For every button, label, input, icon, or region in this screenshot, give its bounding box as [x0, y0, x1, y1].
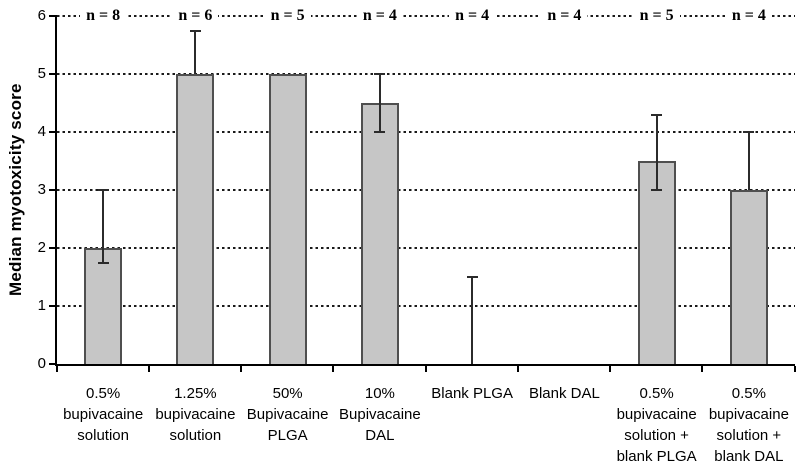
n-label-7: n = 5	[633, 6, 680, 26]
y-tick-2	[49, 247, 56, 249]
n-label-1: n = 8	[80, 6, 127, 26]
error-cap-low-7	[651, 189, 663, 191]
n-label-6: n = 4	[541, 6, 588, 26]
gridline-y5	[57, 73, 795, 75]
x-tick-1	[147, 366, 150, 372]
category-label-7: 0.5% bupivacaine solution + blank PLGA	[616, 385, 697, 465]
y-axis-line	[55, 15, 57, 366]
n-label-5: n = 4	[449, 6, 496, 26]
bar-8	[729, 190, 768, 364]
y-tick-5	[49, 73, 56, 75]
y-tick-label-0: 0	[37, 355, 46, 372]
n-label-4: n = 4	[356, 6, 403, 26]
x-tick-8	[793, 366, 796, 372]
bar-1	[84, 248, 123, 364]
x-axis-line	[55, 364, 795, 366]
gridline-y2	[57, 247, 795, 249]
n-label-8: n = 4	[725, 6, 772, 26]
error-cap-low-4	[374, 131, 386, 133]
y-tick-label-6: 6	[37, 7, 46, 24]
y-tick-label-4: 4	[37, 123, 46, 140]
y-tick-1	[49, 305, 56, 307]
y-tick-6	[49, 15, 56, 17]
y-tick-4	[49, 131, 56, 133]
error-bar-7	[655, 114, 658, 190]
error-bar-1	[102, 190, 105, 263]
y-tick-label-5: 5	[37, 65, 46, 82]
bar-4	[360, 103, 399, 364]
x-tick-6	[609, 366, 611, 372]
bar-3	[268, 74, 307, 364]
x-tick-0	[55, 366, 58, 372]
gridline-y4	[57, 131, 795, 133]
y-tick-label-3: 3	[37, 181, 46, 198]
n-label-2: n = 6	[172, 6, 219, 26]
error-cap-high-8	[743, 131, 755, 133]
x-tick-4	[424, 366, 427, 372]
category-label-6: Blank DAL	[528, 385, 600, 402]
gridline-y3	[57, 189, 795, 191]
x-tick-2	[240, 366, 242, 372]
error-bar-5	[471, 277, 474, 364]
error-cap-high-7	[651, 113, 663, 116]
category-label-5: Blank PLGA	[431, 385, 513, 402]
error-cap-high-2	[189, 29, 201, 32]
y-tick-label-1: 1	[37, 297, 46, 314]
gridline-y6	[57, 15, 795, 17]
category-label-3: 50% Bupivacaine PLGA	[246, 385, 329, 444]
bar-2	[176, 74, 215, 364]
error-cap-low-1	[97, 261, 109, 264]
bar-7	[637, 161, 676, 364]
y-tick-label-2: 2	[37, 239, 46, 256]
error-bar-8	[747, 132, 750, 190]
error-bar-4	[378, 74, 381, 132]
n-label-3: n = 5	[264, 6, 311, 26]
error-cap-high-1	[97, 189, 109, 191]
x-tick-7	[701, 366, 704, 372]
error-bar-2	[194, 30, 197, 74]
category-label-2: 1.25% bupivacaine solution	[155, 385, 236, 444]
category-label-8: 0.5% bupivacaine solution + blank DAL	[708, 385, 789, 465]
x-tick-3	[332, 366, 335, 372]
y-tick-3	[49, 189, 56, 191]
category-label-1: 0.5% bupivacaine solution	[63, 385, 144, 444]
error-cap-high-5	[466, 276, 478, 278]
gridline-y1	[57, 305, 795, 307]
x-tick-5	[516, 366, 519, 372]
error-cap-high-4	[374, 73, 386, 75]
category-label-4: 10% Bupivacaine DAL	[339, 385, 421, 444]
y-tick-0	[49, 363, 56, 365]
